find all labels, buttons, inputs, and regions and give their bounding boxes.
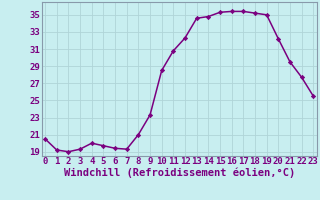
X-axis label: Windchill (Refroidissement éolien,°C): Windchill (Refroidissement éolien,°C) <box>64 168 295 178</box>
